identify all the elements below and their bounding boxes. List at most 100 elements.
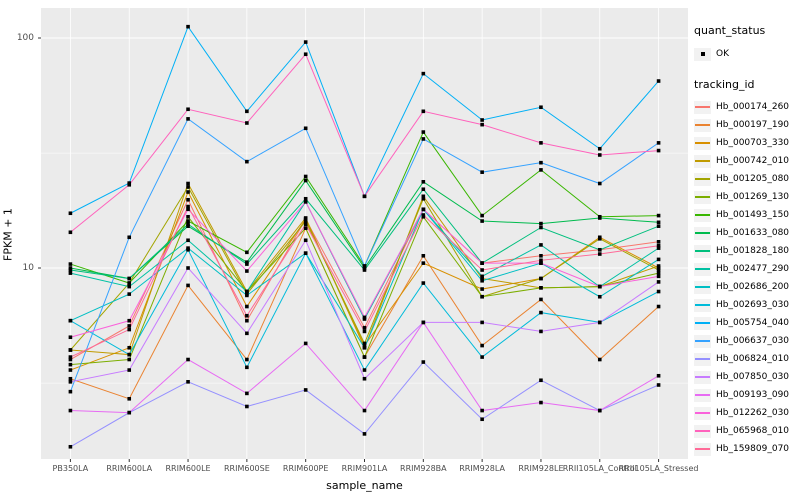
data-point — [303, 216, 308, 220]
legend-item: Hb_000703_330 — [694, 134, 798, 152]
data-point — [597, 146, 602, 151]
data-point — [362, 376, 367, 381]
data-point — [480, 213, 484, 218]
data-point — [480, 219, 484, 223]
legend-key-box — [694, 298, 711, 312]
data-point — [68, 355, 73, 359]
legend-key-box — [694, 190, 711, 204]
legend-key-box — [694, 244, 711, 258]
data-point — [362, 368, 367, 372]
x-tick-label: RRIM928BA — [400, 464, 447, 473]
x-tick-label: RRIM600SE — [223, 464, 270, 473]
data-point — [303, 126, 308, 131]
legend-item: Hb_005754_040 — [694, 314, 798, 332]
data-point — [656, 271, 661, 275]
data-point — [539, 400, 543, 405]
data-point — [303, 238, 308, 243]
legend-key-line-icon — [695, 124, 710, 126]
data-point — [480, 294, 484, 299]
data-point — [186, 219, 190, 223]
data-point — [68, 444, 73, 449]
legend-item-label: Hb_001205_080 — [716, 174, 790, 184]
data-point — [656, 280, 661, 284]
legend-key-line-icon — [695, 142, 710, 144]
data-point — [127, 183, 132, 187]
x-tick-label: RRIM928LA — [459, 464, 506, 473]
data-point — [68, 262, 73, 266]
data-point — [186, 266, 190, 270]
data-point — [539, 253, 543, 258]
data-point — [186, 224, 190, 228]
data-point — [539, 141, 543, 145]
x-tick-label: RRIM928LE — [518, 464, 564, 473]
data-point — [127, 324, 132, 328]
data-point — [539, 297, 543, 302]
data-point — [597, 320, 602, 325]
data-point — [421, 207, 426, 212]
data-point — [245, 269, 249, 273]
data-point — [480, 122, 484, 127]
data-point — [656, 268, 661, 272]
legend-key-box — [694, 136, 711, 150]
data-point — [539, 310, 543, 315]
legend-key-line-icon — [695, 430, 710, 432]
data-point — [480, 276, 484, 281]
legend-item-label: Hb_002693_030 — [716, 300, 790, 310]
data-point — [303, 251, 308, 255]
data-point — [245, 293, 249, 298]
legend-item-label: Hb_159809_070 — [716, 444, 790, 454]
data-point — [421, 360, 426, 364]
legend-item: Hb_000742_010 — [694, 152, 798, 170]
data-point — [656, 213, 661, 218]
legend-item: Hb_001205_080 — [694, 170, 798, 188]
legend-item-label: Hb_005754_040 — [716, 318, 790, 328]
legend-item: Hb_002686_200 — [694, 278, 798, 296]
data-point — [245, 331, 249, 336]
data-point — [68, 266, 73, 270]
data-point — [656, 383, 661, 387]
legend-key-box — [694, 424, 711, 438]
data-point — [597, 284, 602, 289]
legend-key-box — [694, 316, 711, 330]
legend-item-label: Hb_000197_190 — [716, 120, 790, 130]
data-point — [303, 219, 308, 223]
data-point — [597, 252, 602, 256]
data-point — [186, 181, 190, 186]
data-point — [68, 268, 73, 272]
data-point — [421, 130, 426, 134]
data-point — [597, 408, 602, 413]
data-point — [656, 148, 661, 153]
data-point — [127, 318, 132, 323]
legend-item: Hb_159809_070 — [694, 440, 798, 458]
data-point — [127, 352, 132, 357]
legend-item-label: Hb_009193_090 — [716, 390, 790, 400]
legend-key-line-icon — [695, 286, 710, 288]
data-point — [245, 357, 249, 362]
data-point — [186, 283, 190, 288]
data-point — [539, 221, 543, 226]
data-point — [362, 355, 367, 359]
data-point — [245, 289, 249, 294]
data-point — [480, 343, 484, 348]
data-point — [597, 294, 602, 299]
data-point — [421, 196, 426, 201]
data-point — [656, 289, 661, 294]
data-point — [362, 264, 367, 268]
legend-key-line-icon — [695, 214, 710, 216]
data-point — [539, 286, 543, 290]
data-point — [421, 261, 426, 265]
data-point — [362, 315, 367, 320]
legend-item: Hb_012262_030 — [694, 404, 798, 422]
x-tick-label: RRII105LA_Stressed — [618, 464, 699, 473]
data-point — [303, 196, 308, 201]
legend-item: Hb_001633_080 — [694, 224, 798, 242]
legend-key-box — [694, 406, 711, 420]
data-point — [245, 304, 249, 309]
legend-key-box — [694, 118, 711, 132]
data-point — [480, 287, 484, 291]
data-point — [245, 365, 249, 370]
x-tick-label: RRIM600PE — [282, 464, 329, 473]
data-point — [480, 118, 484, 122]
data-point — [68, 335, 73, 340]
legend-item-label: Hb_002477_290 — [716, 264, 790, 274]
